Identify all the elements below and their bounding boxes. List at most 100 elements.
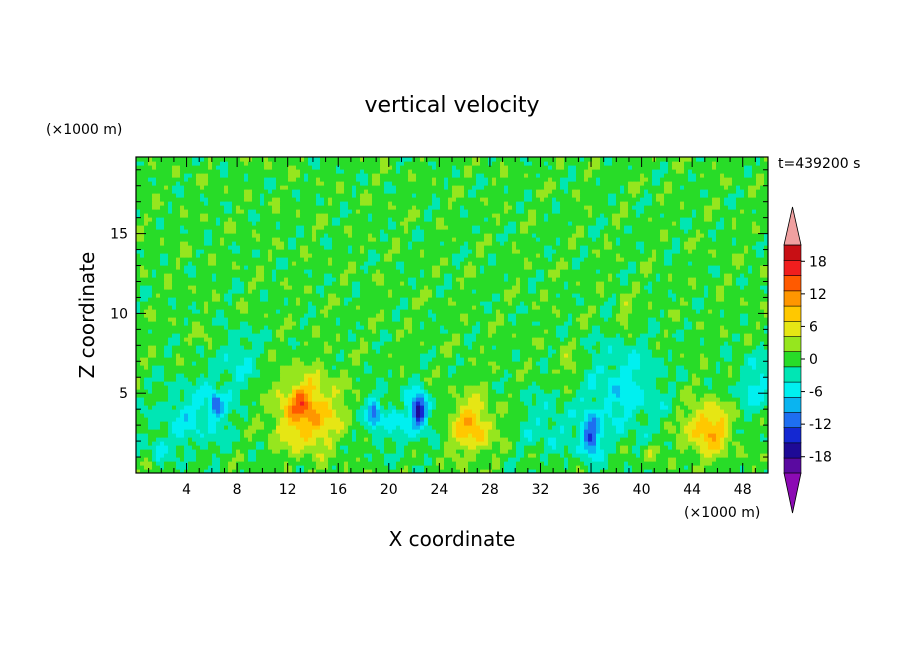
contour-cell	[568, 465, 573, 470]
contour-cell	[504, 453, 509, 458]
contour-cell	[708, 401, 713, 406]
contour-cell	[640, 469, 645, 473]
contour-cell	[388, 349, 393, 354]
contour-cell	[516, 345, 521, 350]
contour-cell	[244, 437, 249, 442]
contour-cell	[732, 353, 737, 358]
contour-cell	[764, 421, 768, 426]
contour-cell	[432, 433, 437, 438]
contour-cell	[492, 345, 497, 350]
contour-cell	[372, 433, 377, 438]
contour-cell	[584, 401, 589, 406]
contour-cell	[228, 369, 233, 374]
contour-cell	[312, 421, 317, 426]
contour-cell	[200, 405, 205, 410]
contour-cell	[276, 465, 281, 470]
contour-cell	[740, 409, 745, 414]
contour-cell	[464, 421, 469, 426]
contour-cell	[512, 409, 517, 414]
contour-cell	[700, 457, 705, 462]
contour-cell	[636, 353, 641, 358]
contour-cell	[344, 349, 349, 354]
contour-cell	[140, 445, 145, 450]
contour-cell	[604, 369, 609, 374]
contour-cell	[220, 433, 225, 438]
contour-cell	[316, 429, 321, 434]
contour-cell	[376, 369, 381, 374]
contour-cell	[236, 361, 241, 366]
contour-cell	[284, 405, 289, 410]
contour-cell	[460, 445, 465, 450]
contour-cell	[216, 357, 221, 362]
contour-cell	[160, 397, 165, 402]
contour-cell	[536, 433, 541, 438]
contour-cell	[188, 433, 193, 438]
contour-cell	[156, 453, 161, 458]
contour-cell	[344, 353, 349, 358]
contour-cell	[288, 413, 293, 418]
contour-cell	[532, 445, 537, 450]
contour-cell	[552, 465, 557, 470]
contour-cell	[420, 405, 425, 410]
contour-cell	[756, 361, 761, 366]
contour-cell	[148, 369, 153, 374]
contour-cell	[580, 405, 585, 410]
contour-cell	[224, 353, 229, 358]
contour-cell	[340, 441, 345, 446]
contour-cell	[212, 417, 217, 422]
contour-cell	[200, 349, 205, 354]
contour-cell	[264, 441, 269, 446]
contour-cell	[392, 397, 397, 402]
contour-cell	[216, 397, 221, 402]
contour-cell	[504, 353, 509, 358]
contour-cell	[196, 421, 201, 426]
contour-cell	[340, 421, 345, 426]
contour-cell	[580, 425, 585, 430]
contour-cell	[216, 381, 221, 386]
contour-cell	[320, 397, 325, 402]
contour-cell	[468, 385, 473, 390]
contour-cell	[468, 425, 473, 430]
contour-cell	[268, 409, 273, 414]
contour-cell	[508, 353, 513, 358]
contour-cell	[548, 361, 553, 366]
contour-cell	[464, 381, 469, 386]
contour-cell	[496, 345, 501, 350]
contour-cell	[432, 437, 437, 442]
contour-cell	[388, 409, 393, 414]
contour-cell	[276, 461, 281, 466]
contour-cell	[368, 385, 373, 390]
contour-cell	[288, 369, 293, 374]
contour-cell	[640, 357, 645, 362]
contour-cell	[628, 409, 633, 414]
contour-cell	[716, 409, 721, 414]
contour-cell	[700, 453, 705, 458]
contour-cell	[500, 365, 505, 370]
contour-cell	[492, 449, 497, 454]
contour-cell	[148, 465, 153, 470]
contour-cell	[416, 445, 421, 450]
contour-cell	[224, 369, 229, 374]
contour-cell	[616, 413, 621, 418]
contour-cell	[572, 413, 577, 418]
contour-cell	[568, 365, 573, 370]
contour-cell	[616, 433, 621, 438]
contour-cell	[504, 393, 509, 398]
contour-cell	[620, 353, 625, 358]
contour-cell	[144, 345, 149, 350]
contour-cell	[376, 453, 381, 458]
contour-cell	[684, 409, 689, 414]
contour-cell	[684, 421, 689, 426]
contour-cell	[500, 449, 505, 454]
contour-cell	[336, 457, 341, 462]
contour-cell	[700, 401, 705, 406]
contour-cell	[532, 357, 537, 362]
contour-cell	[320, 373, 325, 378]
contour-cell	[680, 453, 685, 458]
contour-cell	[300, 401, 305, 406]
contour-cell	[492, 369, 497, 374]
contour-cell	[332, 397, 337, 402]
contour-cell	[744, 421, 749, 426]
contour-cell	[600, 425, 605, 430]
contour-cell	[356, 373, 361, 378]
